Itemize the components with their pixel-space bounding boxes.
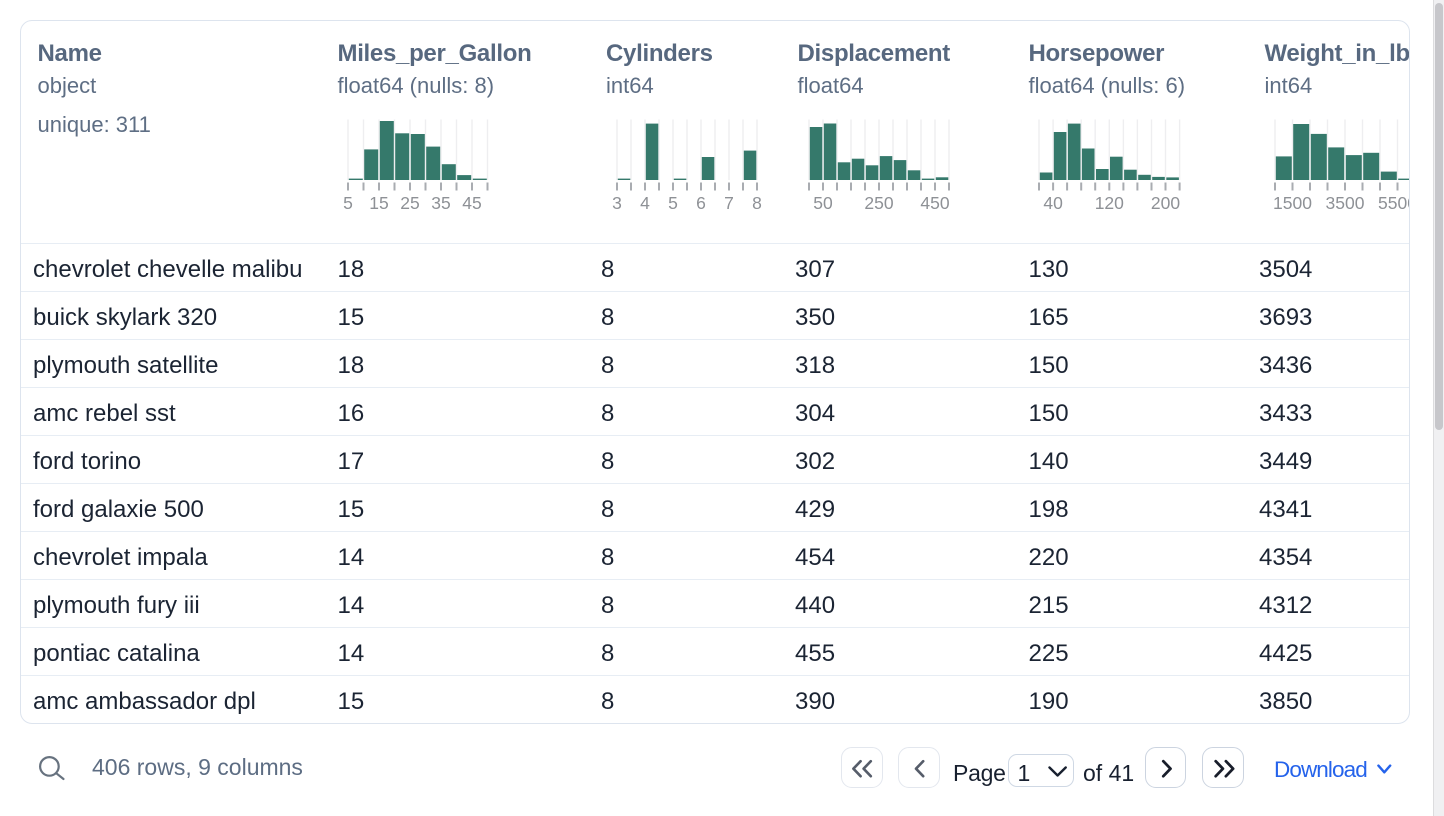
svg-text:4: 4 xyxy=(640,193,650,213)
svg-text:3: 3 xyxy=(612,193,622,213)
svg-text:1500: 1500 xyxy=(1273,193,1312,213)
svg-text:250: 250 xyxy=(865,193,894,213)
svg-text:120: 120 xyxy=(1095,193,1124,213)
svg-text:35: 35 xyxy=(431,193,450,213)
svg-text:50: 50 xyxy=(813,193,833,213)
svg-text:45: 45 xyxy=(462,193,481,213)
svg-text:5: 5 xyxy=(343,193,353,213)
svg-text:5: 5 xyxy=(668,193,678,213)
svg-text:25: 25 xyxy=(400,193,419,213)
svg-text:8: 8 xyxy=(752,193,762,213)
svg-text:7: 7 xyxy=(724,193,734,213)
svg-text:40: 40 xyxy=(1044,193,1064,213)
svg-text:5500: 5500 xyxy=(1378,193,1410,213)
svg-text:6: 6 xyxy=(696,193,706,213)
svg-text:15: 15 xyxy=(369,193,388,213)
svg-text:200: 200 xyxy=(1151,193,1180,213)
svg-text:450: 450 xyxy=(921,193,950,213)
svg-text:3500: 3500 xyxy=(1325,193,1364,213)
